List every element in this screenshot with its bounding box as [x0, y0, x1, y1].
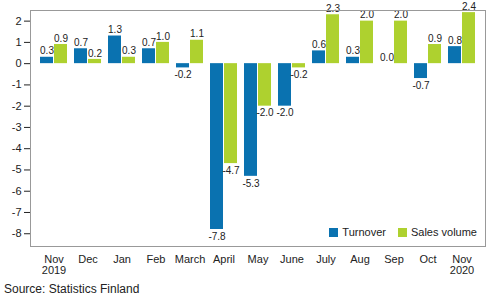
html-text:Sales volume: Sales volume — [411, 226, 477, 238]
svg-text:-1: -1 — [12, 78, 22, 90]
svg-text:0.6: 0.6 — [312, 39, 326, 50]
svg-text:0.8: 0.8 — [448, 35, 462, 46]
svg-text:2.4: 2.4 — [462, 0, 476, 12]
svg-text:-5.3: -5.3 — [242, 178, 260, 189]
svg-text:0.3: 0.3 — [40, 45, 54, 56]
svg-text:-7.8: -7.8 — [208, 231, 226, 242]
svg-text:-4: -4 — [12, 142, 22, 154]
svg-text:May: May — [248, 253, 269, 265]
svg-text:Feb: Feb — [147, 253, 166, 265]
svg-text:June: June — [280, 253, 304, 265]
svg-text:-2.0: -2.0 — [256, 107, 274, 118]
svg-text:-3: -3 — [12, 121, 22, 133]
svg-text:Nov2019: Nov2019 — [42, 253, 66, 276]
svg-text:-2: -2 — [12, 100, 22, 112]
svg-text:-0.2: -0.2 — [290, 69, 308, 80]
svg-text:Nov2020: Nov2020 — [450, 253, 474, 276]
html-text:Turnover: Turnover — [342, 226, 386, 238]
svg-text:-6: -6 — [12, 185, 22, 197]
svg-text:1.3: 1.3 — [108, 24, 122, 35]
svg-text:0.9: 0.9 — [428, 33, 442, 44]
svg-text:Sep: Sep — [384, 253, 404, 265]
svg-text:July: July — [316, 253, 336, 265]
svg-text:-0.2: -0.2 — [174, 69, 192, 80]
svg-text:-0.7: -0.7 — [412, 80, 430, 91]
svg-text:1.0: 1.0 — [156, 31, 170, 42]
svg-text:2: 2 — [15, 15, 21, 27]
svg-text:2.3: 2.3 — [326, 3, 340, 14]
svg-text:April: April — [213, 253, 235, 265]
svg-text:Oct: Oct — [419, 253, 436, 265]
svg-text:2.0: 2.0 — [360, 9, 374, 21]
svg-text:0.7: 0.7 — [74, 37, 88, 48]
svg-text:-5: -5 — [12, 163, 22, 175]
svg-text:0.3: 0.3 — [346, 45, 360, 56]
svg-text:0: 0 — [15, 57, 21, 69]
svg-text:March: March — [175, 253, 206, 265]
svg-text:-8: -8 — [12, 227, 22, 239]
svg-text:0.0: 0.0 — [380, 52, 394, 63]
svg-text:0.9: 0.9 — [54, 33, 68, 44]
svg-text:1: 1 — [15, 36, 21, 48]
svg-text:0.7: 0.7 — [142, 37, 156, 48]
svg-text:Dec: Dec — [78, 253, 98, 265]
svg-text:-2.0: -2.0 — [276, 107, 294, 118]
svg-text:Jan: Jan — [113, 253, 131, 265]
svg-text:1.1: 1.1 — [190, 28, 204, 39]
svg-text:-7: -7 — [12, 206, 22, 218]
svg-text:0.3: 0.3 — [122, 45, 136, 56]
svg-text:-4.7: -4.7 — [222, 165, 240, 176]
svg-text:2.0: 2.0 — [394, 9, 408, 21]
html-text:Source: Statistics Finland: Source: Statistics Finland — [4, 282, 140, 296]
svg-text:0.2: 0.2 — [88, 48, 102, 59]
svg-text:Aug: Aug — [350, 253, 370, 265]
